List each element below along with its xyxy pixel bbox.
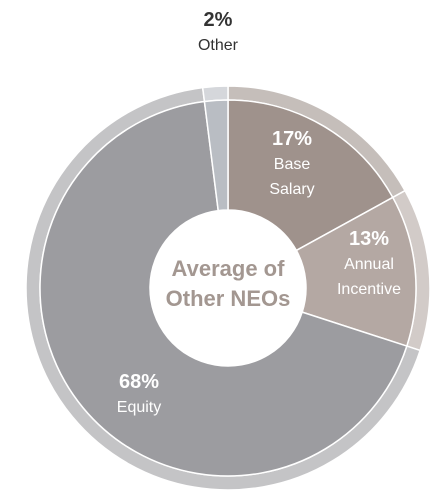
value-label: 13% [348, 228, 390, 250]
category-label: Annual Incentive [336, 256, 402, 298]
value-label: 17% [271, 128, 313, 150]
pie-slice [203, 99, 229, 212]
value-label: 2% [203, 9, 233, 31]
pie-ring [201, 85, 229, 103]
category-label: Base Salary [269, 156, 315, 198]
pie-slice [227, 99, 394, 252]
category-label: Other [197, 37, 238, 54]
pie-slice [295, 196, 417, 348]
value-label: 68% [118, 371, 160, 393]
category-label: Equity [116, 399, 162, 416]
pie-slice [39, 100, 408, 477]
center-label: Average of Other NEOs [165, 256, 291, 311]
